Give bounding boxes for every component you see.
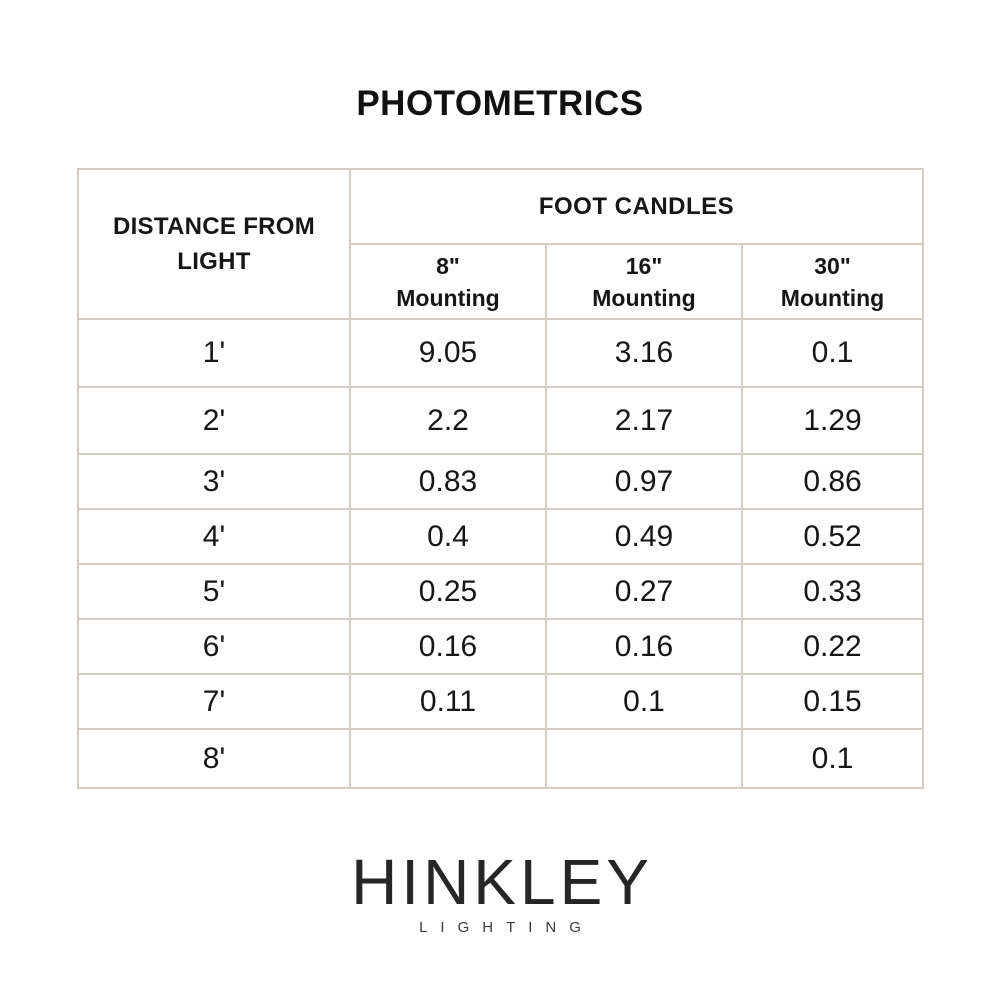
distance-cell: 1' <box>77 318 351 388</box>
value-cell-8in <box>349 728 547 789</box>
column-header-8in-mounting: 8" Mounting <box>349 243 547 320</box>
value-cell-30in: 1.29 <box>740 386 925 455</box>
table-row: 6' 0.16 0.16 0.22 <box>77 618 925 675</box>
distance-cell: 2' <box>77 386 351 455</box>
value-cell-16in: 0.16 <box>545 618 743 675</box>
mounting-size-label: 16" <box>625 252 663 279</box>
distance-cell: 3' <box>77 453 351 510</box>
distance-cell: 6' <box>77 618 351 675</box>
value-cell-8in: 2.2 <box>349 386 547 455</box>
value-cell-16in: 2.17 <box>545 386 743 455</box>
mounting-size-label: 8" <box>436 252 460 279</box>
value-cell-8in: 0.11 <box>349 673 547 730</box>
table-row: 8' 0.1 <box>77 728 925 789</box>
hinkley-wordmark: HINKLEY <box>351 846 653 918</box>
table-row: 2' 2.2 2.17 1.29 <box>77 386 925 455</box>
distance-cell: 7' <box>77 673 351 730</box>
value-cell-30in: 0.52 <box>740 508 925 565</box>
value-cell-30in: 0.86 <box>740 453 925 510</box>
value-cell-8in: 0.4 <box>349 508 547 565</box>
table-row: 1' 9.05 3.16 0.1 <box>77 318 925 388</box>
value-cell-16in: 0.97 <box>545 453 743 510</box>
value-cell-16in: 0.27 <box>545 563 743 620</box>
value-cell-30in: 0.15 <box>740 673 925 730</box>
foot-candles-header: FOOT CANDLES <box>348 168 925 245</box>
value-cell-30in: 0.22 <box>740 618 925 675</box>
table-row: 4' 0.4 0.49 0.52 <box>77 508 925 565</box>
mounting-word-label: Mounting <box>592 284 696 311</box>
value-cell-8in: 0.83 <box>349 453 547 510</box>
value-cell-16in: 0.49 <box>545 508 743 565</box>
value-cell-8in: 0.25 <box>349 563 547 620</box>
table-row: 7' 0.11 0.1 0.15 <box>77 673 925 730</box>
distance-from-light-header: DISTANCE FROM LIGHT <box>77 168 351 320</box>
distance-cell: 5' <box>77 563 351 620</box>
photometrics-table: DISTANCE FROM LIGHT FOOT CANDLES 8" Moun… <box>77 168 925 789</box>
mounting-word-label: Mounting <box>396 284 500 311</box>
distance-cell: 8' <box>77 728 351 789</box>
distance-cell: 4' <box>77 508 351 565</box>
mounting-size-label: 30" <box>814 252 851 279</box>
value-cell-30in: 0.1 <box>740 728 925 789</box>
header-row-mounting: 8" Mounting 16" Mounting 30" Mounting <box>78 243 925 320</box>
mounting-word-label: Mounting <box>780 284 885 311</box>
hinkley-logo: HINKLEY LIGHTING <box>0 850 1000 936</box>
column-header-16in-mounting: 16" Mounting <box>545 243 743 320</box>
page-title: PHOTOMETRICS <box>356 84 644 123</box>
value-cell-16in <box>545 728 743 789</box>
hinkley-lighting-tagline: LIGHTING <box>419 919 594 936</box>
value-cell-8in: 0.16 <box>349 618 547 675</box>
value-cell-8in: 9.05 <box>349 318 547 388</box>
table-row: 5' 0.25 0.27 0.33 <box>77 563 925 620</box>
value-cell-30in: 0.33 <box>740 563 925 620</box>
value-cell-30in: 0.1 <box>740 318 925 388</box>
value-cell-16in: 0.1 <box>545 673 743 730</box>
column-header-30in-mounting: 30" Mounting <box>740 243 925 320</box>
value-cell-16in: 3.16 <box>545 318 743 388</box>
table-row: 3' 0.83 0.97 0.86 <box>77 453 925 510</box>
header-row-foot-candles: DISTANCE FROM LIGHT FOOT CANDLES <box>77 168 925 320</box>
